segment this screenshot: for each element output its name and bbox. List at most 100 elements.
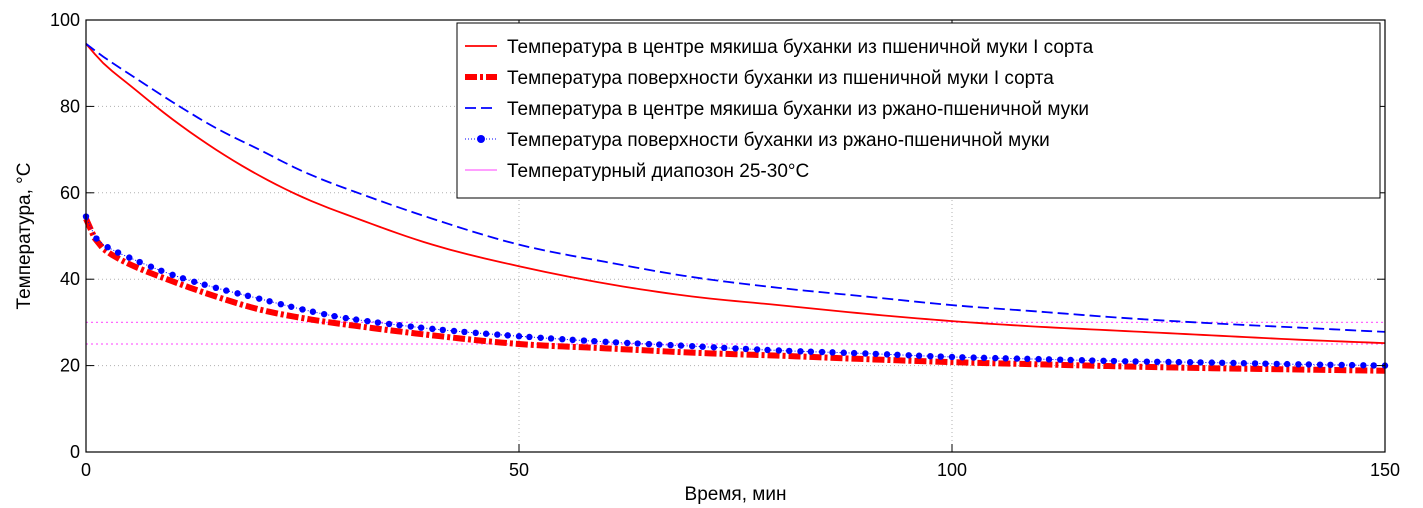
data-point [602, 338, 609, 346]
data-point [299, 306, 306, 313]
data-point [1165, 358, 1172, 366]
legend-label: Температура поверхности буханки из ржано… [507, 130, 1050, 151]
data-point [417, 324, 425, 331]
data-point [732, 345, 739, 352]
data-point [785, 347, 793, 355]
legend-swatch [465, 135, 497, 143]
axes-layer: 0 50 100 150 0 20 40 60 80 100 Время, мин Температу… [14, 10, 1400, 505]
data-point [1078, 357, 1086, 364]
data-point [699, 343, 706, 350]
data-point [1057, 356, 1064, 363]
data-point [905, 352, 912, 359]
data-point [667, 341, 674, 349]
data-point [970, 354, 977, 361]
data-point [256, 295, 263, 302]
data-point [677, 342, 685, 349]
data-point [547, 335, 555, 342]
data-point [1338, 361, 1345, 369]
data-point [1305, 361, 1312, 368]
data-point [234, 290, 241, 297]
data-point [1143, 358, 1151, 365]
data-point [136, 258, 143, 266]
data-point [1295, 361, 1302, 368]
data-point [1035, 355, 1042, 363]
data-point [407, 323, 414, 330]
data-point [396, 322, 403, 329]
data-point [494, 331, 501, 338]
y-tick-label: 100 [50, 10, 80, 30]
series-layer [82, 43, 1389, 374]
y-axis-label: Температура, °C [14, 163, 35, 310]
data-point [1089, 357, 1096, 364]
data-point [439, 326, 446, 334]
data-point [1122, 358, 1129, 365]
series-line-wheat-surface [83, 217, 1386, 374]
series-line-wheat-center [85, 43, 1386, 345]
data-point [364, 317, 371, 325]
data-point [93, 235, 100, 242]
data-point [1251, 360, 1259, 367]
data-point [331, 312, 338, 320]
data-point [201, 281, 208, 288]
data-point [158, 267, 165, 274]
data-point [1208, 359, 1216, 366]
y-tick-label: 0 [70, 442, 80, 462]
data-point [591, 337, 598, 345]
data-point [1002, 355, 1009, 362]
data-point [1013, 355, 1021, 362]
data-point [277, 300, 285, 308]
data-point [1262, 360, 1269, 367]
data-point [862, 350, 869, 357]
data-point [883, 351, 891, 358]
data-point [429, 325, 436, 333]
data-point [461, 328, 468, 336]
x-tick-label: 50 [509, 460, 529, 480]
data-point [634, 340, 641, 347]
data-point [927, 352, 934, 360]
data-point [1045, 356, 1053, 363]
data-point [742, 345, 750, 353]
series-markers-rye-surface [82, 213, 1389, 369]
x-tick-label: 0 [81, 460, 91, 480]
legend-label: Температура в центре мякиша буханки из р… [507, 99, 1089, 120]
data-point [374, 319, 382, 326]
data-point [710, 344, 718, 351]
data-point [721, 344, 728, 352]
data-point [191, 278, 198, 285]
data-point [612, 339, 620, 346]
data-point [526, 333, 533, 341]
data-point [104, 244, 111, 251]
data-point [1067, 356, 1074, 364]
data-point [1197, 359, 1204, 366]
data-point [1132, 358, 1139, 365]
data-point [980, 354, 988, 362]
data-point [807, 348, 815, 355]
data-point [1218, 359, 1226, 366]
data-point [872, 350, 879, 358]
data-point [948, 353, 956, 361]
data-point [212, 284, 220, 292]
data-point [482, 330, 490, 337]
data-point [624, 339, 631, 347]
data-point [1186, 359, 1194, 366]
legend: Температура в центре мякиша буханки из п… [456, 22, 1381, 199]
data-point [818, 348, 826, 356]
data-point [992, 354, 999, 362]
data-point [309, 308, 317, 315]
data-point [515, 333, 523, 340]
series-line-rye-surface [85, 216, 1386, 367]
y-tick-label: 60 [60, 183, 80, 203]
data-point [1348, 361, 1356, 369]
data-point [1154, 358, 1161, 366]
data-point [244, 292, 252, 300]
x-tick-label: 100 [937, 460, 967, 480]
data-point [753, 346, 761, 353]
data-point [147, 263, 155, 270]
x-axis-label: Время, мин [685, 484, 787, 505]
data-point [1316, 361, 1324, 368]
data-point [850, 349, 858, 357]
plot-frame [85, 19, 1386, 453]
data-point [915, 352, 923, 359]
data-point [1360, 362, 1367, 369]
data-point [559, 336, 566, 343]
